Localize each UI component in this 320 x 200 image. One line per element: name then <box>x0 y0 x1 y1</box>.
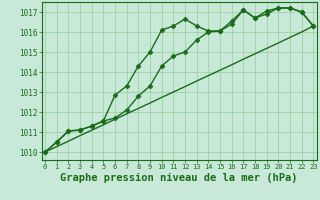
X-axis label: Graphe pression niveau de la mer (hPa): Graphe pression niveau de la mer (hPa) <box>60 173 298 183</box>
